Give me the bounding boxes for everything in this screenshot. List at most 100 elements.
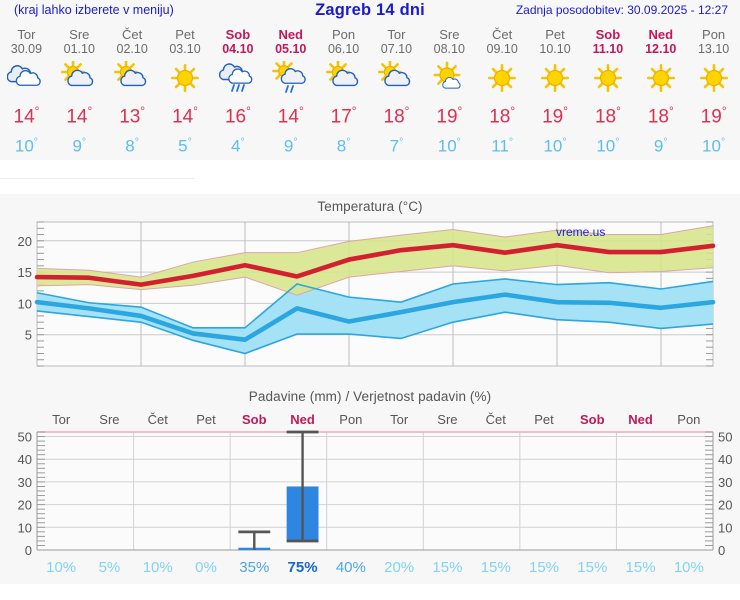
degree-sign: ° — [187, 136, 192, 149]
forecast-day-column[interactable]: Sre 01.10 14° 9° — [53, 22, 106, 160]
sunny-icon — [642, 59, 680, 97]
degree-sign: ° — [34, 105, 40, 118]
precip-probability-label: 35% — [239, 559, 269, 576]
forecast-day-column[interactable]: Tor 07.10 18° 7° — [370, 22, 423, 160]
forecast-day-column[interactable]: Ned 12.10 18° 9° — [634, 22, 687, 160]
forecast-day-strip: Tor 30.09 14° 10° Sre 01.10 14° 9° Čet 02.10 13° 8°… — [0, 22, 740, 160]
temp-min-value: 8 — [336, 136, 347, 156]
forecast-day-column[interactable]: Ned 05.10 14° 9° — [264, 22, 317, 160]
sunny-icon — [483, 59, 521, 97]
temp-max: 19° — [701, 99, 727, 130]
degree-sign: ° — [399, 136, 404, 149]
precipitation-chart: Padavine (mm) / Verjetnost padavin (%) T… — [0, 384, 740, 584]
degree-sign: ° — [508, 136, 514, 149]
temp-min-value: 9 — [283, 136, 294, 156]
day-date: 11.10 — [592, 42, 624, 56]
y-axis-tick-label-left: 0 — [25, 543, 32, 558]
temp-min: 10° — [702, 130, 725, 159]
temp-max: 13° — [119, 99, 145, 130]
temp-min: 4° — [231, 130, 245, 159]
partly-sunny-icon — [377, 59, 415, 97]
precip-probability-label: 15% — [577, 559, 607, 576]
day-name: Tor — [17, 27, 36, 42]
sun-rain-icon — [271, 59, 310, 97]
forecast-day-column[interactable]: Sre 08.10 19° 10° — [423, 22, 476, 160]
day-date: 04.10 — [222, 42, 254, 56]
temp-min-value: 11 — [491, 136, 509, 156]
day-name: Pet — [545, 27, 565, 42]
degree-sign: ° — [246, 105, 251, 118]
degree-sign: ° — [663, 136, 668, 149]
day-date: 01.10 — [63, 42, 95, 56]
temp-min-value: 10 — [14, 136, 34, 156]
temperature-chart-title: Temperatura (°C) — [0, 194, 740, 214]
day-date: 02.10 — [116, 42, 148, 56]
temp-max-value: 14 — [172, 106, 194, 128]
precip-day-label: Pet — [196, 412, 216, 427]
sun-small-cloud-icon — [430, 59, 468, 97]
precip-day-label: Ned — [290, 412, 315, 427]
temp-max-value: 13 — [119, 106, 141, 128]
sunny-icon — [695, 59, 733, 97]
temp-min-value: 4 — [231, 136, 241, 156]
temp-min-value: 9 — [653, 136, 664, 156]
degree-sign: ° — [404, 105, 410, 118]
temperature-plot: 5 10 15 20 vreme.us — [18, 221, 716, 367]
y-axis-tick-label-left: 50 — [18, 430, 32, 445]
precip-day-label: Sob — [242, 412, 267, 427]
rain-icon — [218, 59, 257, 97]
day-date: 30.09 — [10, 42, 43, 56]
temp-min: 9° — [72, 130, 86, 159]
forecast-day-column[interactable]: Čet 09.10 18° 11° — [476, 22, 529, 160]
precip-day-label: Pon — [677, 412, 700, 427]
precip-probability-label: 5% — [99, 559, 121, 576]
day-name: Tor — [387, 27, 406, 42]
precip-day-label: Pon — [339, 412, 362, 427]
precip-probability-label: 10% — [46, 559, 76, 576]
day-name: Čet — [492, 27, 513, 42]
partly-sunny-icon — [113, 59, 151, 97]
degree-sign: ° — [346, 136, 351, 149]
precip-probability-label: 20% — [384, 559, 414, 576]
temp-min: 10° — [543, 130, 566, 159]
page-title: Zagreb 14 dni — [315, 1, 425, 19]
y-axis-tick-label-right: 10 — [718, 520, 732, 535]
temp-min: 10° — [15, 130, 38, 159]
forecast-day-column[interactable]: Sob 04.10 16° 4° — [211, 22, 264, 160]
temp-min-value: 7 — [389, 136, 400, 156]
degree-sign: ° — [351, 105, 357, 118]
temp-min: 11° — [491, 130, 513, 159]
day-date: 05.10 — [275, 42, 307, 56]
temp-max: 14° — [66, 99, 92, 130]
precip-day-label: Sre — [437, 412, 457, 427]
precip-day-label: Tor — [52, 412, 71, 427]
forecast-day-column[interactable]: Pon 13.10 19° 10° — [687, 22, 740, 160]
forecast-day-column[interactable]: Pet 10.10 19° 10° — [529, 22, 582, 160]
location-hint: (kraj lahko izberete v meniju) — [14, 3, 174, 17]
degree-sign: ° — [134, 136, 139, 149]
precip-probability-label: 15% — [626, 559, 656, 576]
forecast-day-column[interactable]: Čet 02.10 13° 8° — [106, 22, 159, 160]
degree-sign: ° — [87, 105, 93, 118]
precip-whisker — [286, 430, 319, 543]
y-axis-tick-label-left: 30 — [18, 475, 32, 490]
y-axis-tick-label: 5 — [25, 328, 32, 343]
temp-max: 18° — [648, 99, 674, 130]
temp-max: 19° — [542, 99, 568, 130]
temp-min-value: 9 — [72, 136, 82, 156]
forecast-day-column[interactable]: Pet 03.10 14° 5° — [159, 22, 212, 160]
degree-sign: ° — [615, 136, 620, 149]
sunny-icon — [536, 59, 574, 97]
day-date: 06.10 — [327, 42, 360, 56]
day-name: Ned — [278, 27, 303, 42]
forecast-day-column[interactable]: Pon 06.10 17° 8° — [317, 22, 370, 160]
precipitation-chart-title: Padavine (mm) / Verjetnost padavin (%) — [0, 384, 740, 404]
temp-max-value: 17 — [330, 106, 352, 128]
precip-day-label: Ned — [628, 412, 653, 427]
precip-probability-label: 15% — [432, 559, 462, 576]
partly-sunny-icon — [60, 59, 98, 97]
temp-min: 10° — [438, 130, 461, 159]
forecast-day-column[interactable]: Tor 30.09 14° 10° — [0, 22, 53, 160]
forecast-day-column[interactable]: Sob 11.10 18° 10° — [581, 22, 634, 160]
